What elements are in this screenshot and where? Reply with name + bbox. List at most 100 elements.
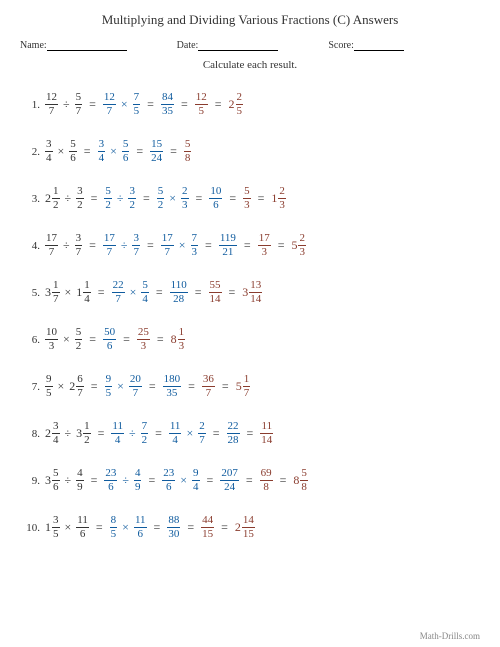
- equals-sign: =: [153, 426, 164, 441]
- expression-stage: 173: [258, 233, 271, 258]
- expression-stage: 523: [291, 233, 306, 258]
- worksheet-page: Multiplying and Dividing Various Fractio…: [0, 0, 500, 647]
- equals-sign: =: [227, 285, 238, 300]
- expression-stage: 85×116: [110, 515, 147, 540]
- score-field: Score:: [328, 40, 404, 51]
- expression-stage: 356÷49: [45, 468, 84, 493]
- expression-stage: 31314: [242, 280, 262, 305]
- expression-stage: 11921: [219, 233, 237, 258]
- equals-sign: =: [203, 238, 214, 253]
- footer-text: Math-Drills.com: [420, 631, 480, 641]
- problem-number: 7.: [24, 381, 40, 393]
- expression-stage: 177×73: [161, 233, 198, 258]
- problem-number: 8.: [24, 428, 40, 440]
- score-label: Score:: [328, 40, 354, 51]
- problem-row: 1.127÷57=127×75=8435=125=225: [24, 81, 480, 128]
- meta-row: Name: Date: Score:: [20, 40, 480, 51]
- problem-row: 9.356÷49=236÷49=236×94=20724=698=858: [24, 457, 480, 504]
- expression-stage: 225: [229, 92, 244, 117]
- expression-stage: 95×267: [45, 374, 84, 399]
- date-label: Date:: [177, 40, 199, 51]
- expression-stage: 103×52: [45, 327, 82, 352]
- expression-stage: 236÷49: [104, 468, 141, 493]
- equals-sign: =: [96, 426, 107, 441]
- date-field: Date:: [177, 40, 279, 51]
- equals-sign: =: [134, 144, 145, 159]
- expression-stage: 53: [243, 186, 251, 211]
- problem-row: 4. 177÷37 = 177÷37 = 177×73 = 11921 = 173 = 523: [24, 222, 480, 269]
- equals-sign: =: [245, 426, 256, 441]
- equals-sign: =: [211, 426, 222, 441]
- problem-number: 3.: [24, 193, 40, 205]
- expression-stage: 506: [103, 327, 116, 352]
- problem-row: 6.103×52=506=253=813: [24, 316, 480, 363]
- equals-sign: =: [193, 285, 204, 300]
- equals-sign: =: [96, 285, 107, 300]
- equals-sign: =: [89, 379, 100, 394]
- score-underline: [354, 40, 404, 51]
- expression-stage: 858: [293, 468, 308, 493]
- equals-sign: =: [82, 144, 93, 159]
- equals-sign: =: [256, 191, 267, 206]
- expression-stage: 58: [184, 139, 192, 164]
- expression-stage: 34×56: [45, 139, 77, 164]
- expression-stage: 177÷37: [45, 233, 82, 258]
- equals-sign: =: [87, 238, 98, 253]
- name-underline: [47, 40, 127, 51]
- equals-sign: =: [213, 97, 224, 112]
- equals-sign: =: [179, 97, 190, 112]
- equals-sign: =: [276, 238, 287, 253]
- expression-stage: 212÷32: [45, 186, 84, 211]
- expression-stage: 52×23: [157, 186, 189, 211]
- expression-stage: 8830: [167, 515, 180, 540]
- equals-sign: =: [227, 191, 238, 206]
- date-underline: [198, 40, 278, 51]
- equals-sign: =: [168, 144, 179, 159]
- equals-sign: =: [89, 191, 100, 206]
- expression-stage: 34×56: [98, 139, 130, 164]
- expression-stage: 20724: [220, 468, 239, 493]
- expression-stage: 127×75: [103, 92, 140, 117]
- problem-number: 6.: [24, 334, 40, 346]
- expression-stage: 114×27: [169, 421, 206, 446]
- expression-stage: 698: [260, 468, 273, 493]
- equals-sign: =: [89, 473, 100, 488]
- equals-sign: =: [121, 332, 132, 347]
- equals-sign: =: [146, 473, 157, 488]
- problem-number: 1.: [24, 99, 40, 111]
- equals-sign: =: [185, 520, 196, 535]
- equals-sign: =: [220, 379, 231, 394]
- expression-stage: 114÷72: [111, 421, 148, 446]
- equals-sign: =: [145, 238, 156, 253]
- expression-stage: 18035: [163, 374, 182, 399]
- instruction-text: Calculate each result.: [20, 59, 480, 71]
- problem-row: 10.135×116=85×116=8830=4415=21415: [24, 504, 480, 551]
- problem-number: 5.: [24, 287, 40, 299]
- equals-sign: =: [152, 520, 163, 535]
- expression-stage: 1114: [260, 421, 273, 446]
- expression-stage: 135×116: [45, 515, 89, 540]
- expression-stage: 106: [209, 186, 222, 211]
- expression-stage: 517: [236, 374, 251, 399]
- name-label: Name:: [20, 40, 47, 51]
- problem-number: 10.: [24, 522, 40, 534]
- expression-stage: 2228: [227, 421, 240, 446]
- expression-stage: 236×94: [162, 468, 199, 493]
- problem-row: 5.317×114=227×54=11028=5514=31314: [24, 269, 480, 316]
- expression-stage: 11028: [170, 280, 188, 305]
- page-title: Multiplying and Dividing Various Fractio…: [20, 12, 480, 28]
- problem-row: 3.212÷32=52÷32=52×23=106=53=123: [24, 175, 480, 222]
- equals-sign: =: [242, 238, 253, 253]
- expression-stage: 177÷37: [103, 233, 140, 258]
- expression-stage: 123: [271, 186, 286, 211]
- problem-number: 2.: [24, 146, 40, 158]
- equals-sign: =: [94, 520, 105, 535]
- expression-stage: 95×207: [105, 374, 142, 399]
- equals-sign: =: [219, 520, 230, 535]
- equals-sign: =: [147, 379, 158, 394]
- equals-sign: =: [155, 332, 166, 347]
- equals-sign: =: [87, 97, 98, 112]
- problem-number: 4.: [24, 240, 40, 252]
- equals-sign: =: [154, 285, 165, 300]
- expression-stage: 52÷32: [104, 186, 136, 211]
